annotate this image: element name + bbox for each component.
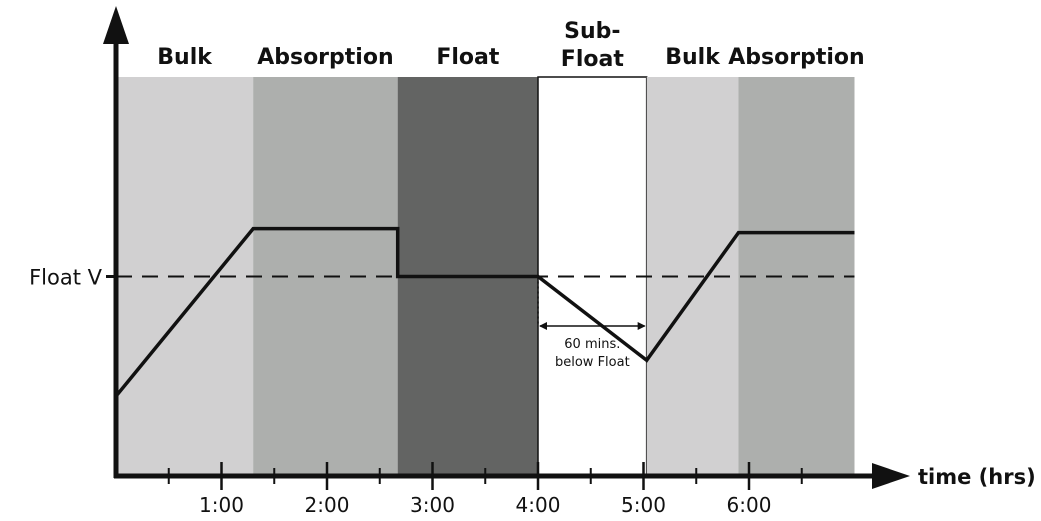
stage-label-6: Absorption (728, 45, 864, 70)
y-axis-arrowhead (103, 6, 129, 44)
stage-label-1: Bulk (157, 45, 213, 70)
float-voltage-label: Float V (29, 266, 103, 290)
tick-label-5: 5:00 (621, 493, 666, 517)
stage-labels: Bulk Absorption Float Sub- Float Bulk Absorpti… (157, 19, 864, 72)
annotation-line-2: below Float (555, 355, 630, 370)
x-axis-title: time (hrs) (918, 465, 1036, 489)
tick-label-6: 6:00 (727, 493, 772, 517)
tick-label-1: 1:00 (199, 493, 244, 517)
tick-label-3: 3:00 (410, 493, 455, 517)
tick-label-4: 4:00 (516, 493, 561, 517)
stage-label-3: Float (436, 45, 500, 70)
sub-float-duration-annotation: 60 mins. below Float (537, 276, 646, 370)
annotation-line-1: 60 mins. (564, 337, 620, 352)
stage-label-2: Absorption (257, 45, 393, 70)
battery-voltage-line (114, 226, 855, 398)
stage-label-5: Bulk (665, 45, 721, 70)
stage-label-4-line2: Float (561, 47, 625, 72)
x-axis-arrowhead (872, 463, 910, 489)
stage-label-4: Sub- (564, 19, 620, 44)
x-ticks: 1:00 2:00 3:00 4:00 5:00 6:00 (167, 462, 803, 517)
tick-label-2: 2:00 (305, 493, 350, 517)
axes: Float V time (hrs) (29, 6, 1036, 489)
